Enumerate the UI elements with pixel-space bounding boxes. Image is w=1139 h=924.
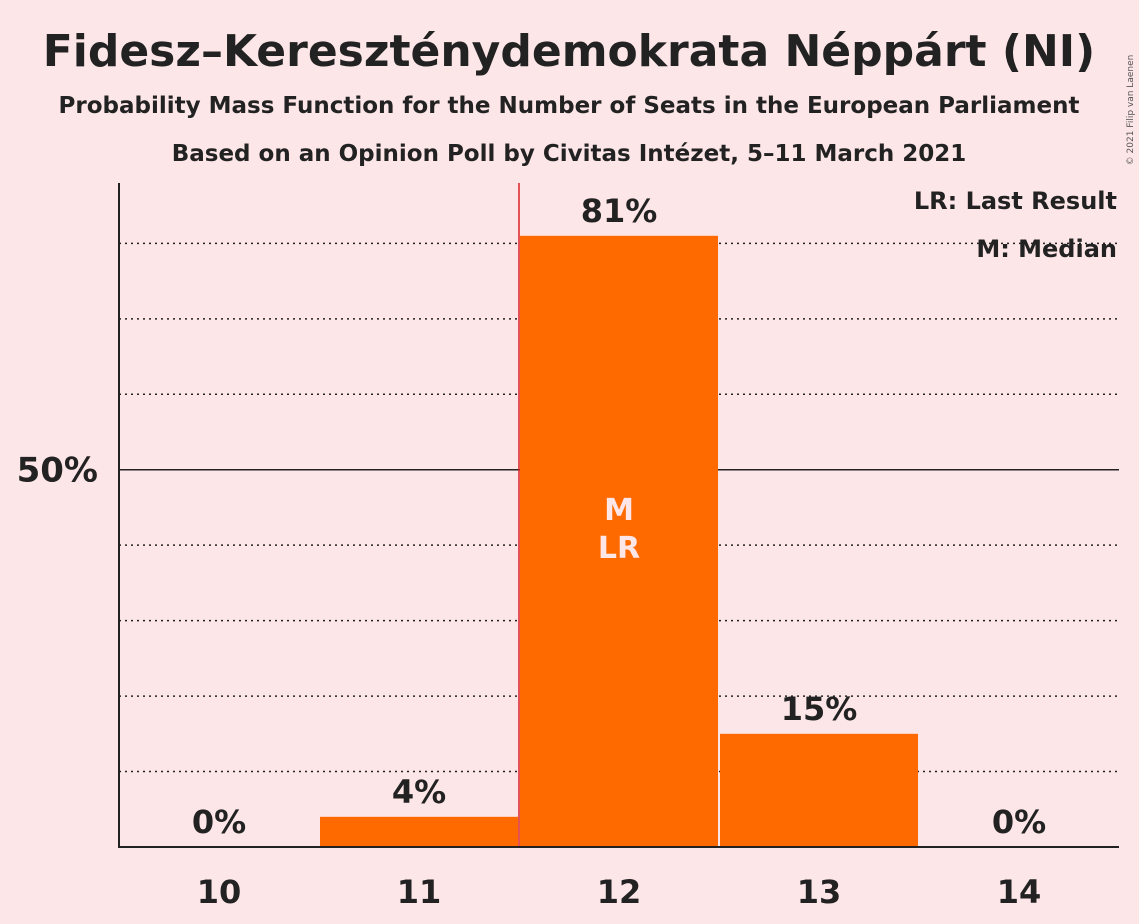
copyright-note: © 2021 Filip van Laenen bbox=[1126, 55, 1136, 166]
labels: 0% 4% 81% MLR 15% 0% bbox=[192, 192, 1046, 841]
x-tick-label-10: 10 bbox=[197, 873, 242, 911]
value-label-12: 81% bbox=[581, 192, 658, 230]
value-label-13: 15% bbox=[781, 690, 858, 728]
y-tick-label: 50% bbox=[17, 451, 98, 491]
value-label-14: 0% bbox=[992, 803, 1046, 841]
bar-mark-m: M bbox=[604, 493, 634, 528]
x-tick-label-14: 14 bbox=[997, 873, 1042, 911]
chart-subtitle-source: Based on an Opinion Poll by Civitas Inté… bbox=[172, 141, 967, 167]
legend-last-result: LR: Last Result bbox=[914, 187, 1117, 215]
chart-title: Fidesz–Kereszténydemokrata Néppárt (NI) bbox=[43, 26, 1096, 77]
bar-11 bbox=[320, 816, 518, 847]
bar-mark-lr: LR bbox=[598, 531, 640, 566]
bar-13 bbox=[720, 733, 918, 847]
bars bbox=[320, 235, 918, 847]
x-tick-label-11: 11 bbox=[397, 873, 442, 911]
axes: 50% 10 11 12 13 14 bbox=[17, 183, 1119, 911]
x-tick-label-13: 13 bbox=[797, 873, 842, 911]
chart-subtitle: Probability Mass Function for the Number… bbox=[59, 93, 1080, 119]
legend-median: M: Median bbox=[976, 235, 1117, 263]
value-label-10: 0% bbox=[192, 803, 246, 841]
value-label-11: 4% bbox=[392, 773, 446, 811]
x-tick-label-12: 12 bbox=[597, 873, 642, 911]
bar-12 bbox=[520, 235, 718, 847]
